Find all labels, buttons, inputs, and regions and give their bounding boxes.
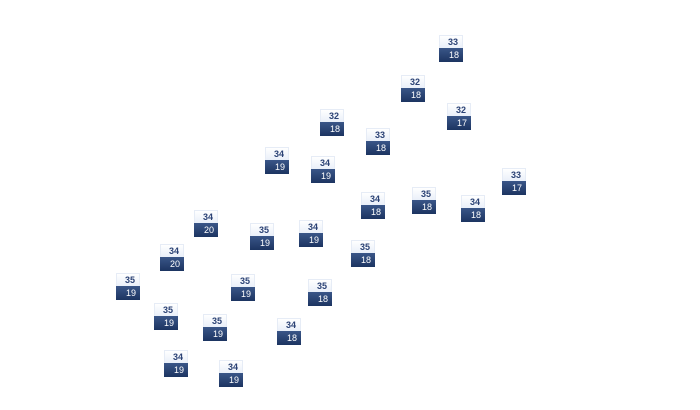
marker-top-value: 34 xyxy=(219,360,243,373)
map-marker[interactable]: 34 19 xyxy=(299,220,323,247)
marker-top-value: 34 xyxy=(361,192,385,205)
marker-bottom-value: 19 xyxy=(311,169,335,183)
marker-bottom-value: 19 xyxy=(299,233,323,247)
map-marker[interactable]: 34 19 xyxy=(311,156,335,183)
map-marker[interactable]: 35 19 xyxy=(116,273,140,300)
map-marker[interactable]: 34 19 xyxy=(265,147,289,174)
marker-bottom-value: 18 xyxy=(361,205,385,219)
marker-top-value: 33 xyxy=(502,168,526,181)
map-marker[interactable]: 32 17 xyxy=(447,103,471,130)
marker-top-value: 32 xyxy=(447,103,471,116)
marker-top-value: 35 xyxy=(250,223,274,236)
marker-top-value: 33 xyxy=(366,128,390,141)
map-marker[interactable]: 35 19 xyxy=(203,314,227,341)
map-marker[interactable]: 33 18 xyxy=(439,35,463,62)
marker-bottom-value: 20 xyxy=(160,257,184,271)
marker-bottom-value: 19 xyxy=(265,160,289,174)
map-marker[interactable]: 34 20 xyxy=(160,244,184,271)
marker-bottom-value: 18 xyxy=(277,331,301,345)
marker-bottom-value: 19 xyxy=(250,236,274,250)
marker-bottom-value: 20 xyxy=(194,223,218,237)
marker-top-value: 35 xyxy=(116,273,140,286)
marker-bottom-value: 19 xyxy=(219,373,243,387)
marker-top-value: 32 xyxy=(401,75,425,88)
marker-top-value: 35 xyxy=(308,279,332,292)
marker-bottom-value: 18 xyxy=(351,253,375,267)
marker-top-value: 35 xyxy=(412,187,436,200)
map-marker[interactable]: 34 18 xyxy=(277,318,301,345)
marker-top-value: 34 xyxy=(299,220,323,233)
marker-top-value: 34 xyxy=(277,318,301,331)
map-marker[interactable]: 34 19 xyxy=(219,360,243,387)
marker-top-value: 33 xyxy=(439,35,463,48)
marker-bottom-value: 19 xyxy=(154,316,178,330)
map-marker[interactable]: 32 18 xyxy=(401,75,425,102)
map-marker[interactable]: 33 18 xyxy=(366,128,390,155)
map-marker[interactable]: 34 18 xyxy=(461,195,485,222)
map-marker[interactable]: 33 17 xyxy=(502,168,526,195)
marker-bottom-value: 18 xyxy=(401,88,425,102)
marker-bottom-value: 18 xyxy=(366,141,390,155)
marker-top-value: 35 xyxy=(231,274,255,287)
marker-top-value: 35 xyxy=(351,240,375,253)
map-marker[interactable]: 35 19 xyxy=(250,223,274,250)
map-marker[interactable]: 35 18 xyxy=(308,279,332,306)
marker-top-value: 34 xyxy=(160,244,184,257)
map-marker[interactable]: 32 18 xyxy=(320,109,344,136)
marker-bottom-value: 18 xyxy=(461,208,485,222)
marker-bottom-value: 19 xyxy=(164,363,188,377)
marker-bottom-value: 18 xyxy=(412,200,436,214)
marker-bottom-value: 19 xyxy=(203,327,227,341)
marker-top-value: 34 xyxy=(265,147,289,160)
marker-bottom-value: 17 xyxy=(447,116,471,130)
marker-bottom-value: 18 xyxy=(320,122,344,136)
marker-top-value: 32 xyxy=(320,109,344,122)
map-marker[interactable]: 35 18 xyxy=(412,187,436,214)
marker-bottom-value: 19 xyxy=(116,286,140,300)
marker-top-value: 34 xyxy=(461,195,485,208)
map-marker[interactable]: 35 18 xyxy=(351,240,375,267)
marker-top-value: 35 xyxy=(154,303,178,316)
marker-top-value: 34 xyxy=(194,210,218,223)
marker-top-value: 34 xyxy=(311,156,335,169)
marker-bottom-value: 18 xyxy=(439,48,463,62)
marker-bottom-value: 17 xyxy=(502,181,526,195)
map-marker[interactable]: 34 18 xyxy=(361,192,385,219)
marker-top-value: 34 xyxy=(164,350,188,363)
map-marker[interactable]: 35 19 xyxy=(231,274,255,301)
map-marker[interactable]: 34 20 xyxy=(194,210,218,237)
map-marker[interactable]: 35 19 xyxy=(154,303,178,330)
marker-bottom-value: 18 xyxy=(308,292,332,306)
marker-bottom-value: 19 xyxy=(231,287,255,301)
marker-top-value: 35 xyxy=(203,314,227,327)
map-marker[interactable]: 34 19 xyxy=(164,350,188,377)
